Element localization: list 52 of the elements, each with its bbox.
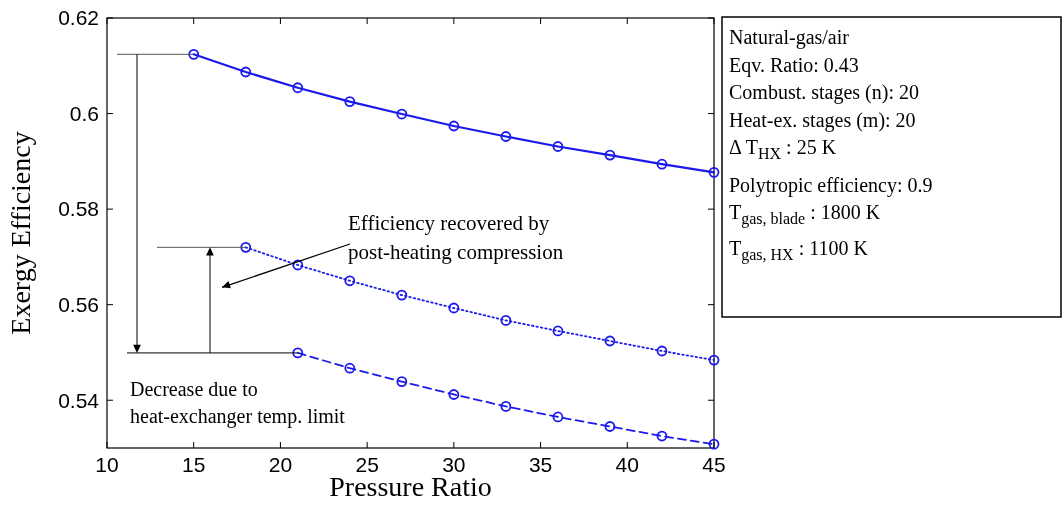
point (240, 241, 252, 253)
y-tick-label: 0.56 (58, 293, 99, 317)
point (552, 325, 564, 337)
y-tick-label: 0.58 (58, 197, 99, 221)
point (552, 141, 564, 152)
text: T$_{gas, HX}$: 1100 K (729, 236, 869, 264)
text: Combust. stages (n): 20 (729, 81, 919, 104)
point (656, 158, 668, 170)
point (292, 82, 304, 94)
point (708, 354, 720, 366)
point (448, 389, 460, 400)
point (396, 108, 408, 120)
y-tick-label: 0.54 (58, 388, 100, 412)
text: Heat-ex. stages (m): 20 (729, 108, 916, 132)
text: Eqv. Ratio: 0.43 (729, 53, 859, 77)
point (500, 315, 512, 326)
point (604, 149, 616, 161)
x-tick-label: 20 (268, 453, 293, 476)
point (292, 259, 304, 271)
x-tick-label: 40 (615, 453, 639, 476)
point (292, 347, 304, 359)
point (396, 376, 408, 387)
x-tick-label: 10 (95, 453, 119, 476)
x-tick-label: 35 (528, 453, 553, 476)
point (448, 120, 460, 132)
text: Natural-gas/air (729, 26, 850, 49)
text: Polytropic efficiency: 0.9 (729, 173, 933, 197)
point (604, 335, 616, 347)
x-tick-label: 45 (702, 453, 726, 476)
point (708, 166, 720, 178)
x-tick-label: 15 (182, 453, 206, 476)
annotation: Decrease due to heat-exchanger temp. limit (130, 377, 346, 428)
y-tick-label: 0.6 (69, 101, 99, 125)
point (240, 66, 252, 78)
point (656, 345, 668, 357)
point (344, 96, 356, 108)
point (344, 362, 356, 374)
point (448, 302, 460, 314)
point (188, 48, 200, 60)
text: T$_{gas, blade}$: 1800 K (729, 201, 881, 228)
text: Δ T$_{HX}$: 25 K (729, 136, 837, 162)
point (396, 289, 408, 301)
point (500, 401, 512, 412)
point (708, 438, 720, 450)
point (344, 275, 356, 287)
point (552, 411, 564, 423)
y-axis-title: Exergy Efficiency (5, 131, 36, 335)
point (656, 430, 668, 442)
y-tick-label: 0.62 (58, 6, 99, 30)
point (604, 421, 616, 432)
point (500, 131, 512, 142)
annotation: Efficiency recovered by post-heating compression (348, 211, 564, 264)
